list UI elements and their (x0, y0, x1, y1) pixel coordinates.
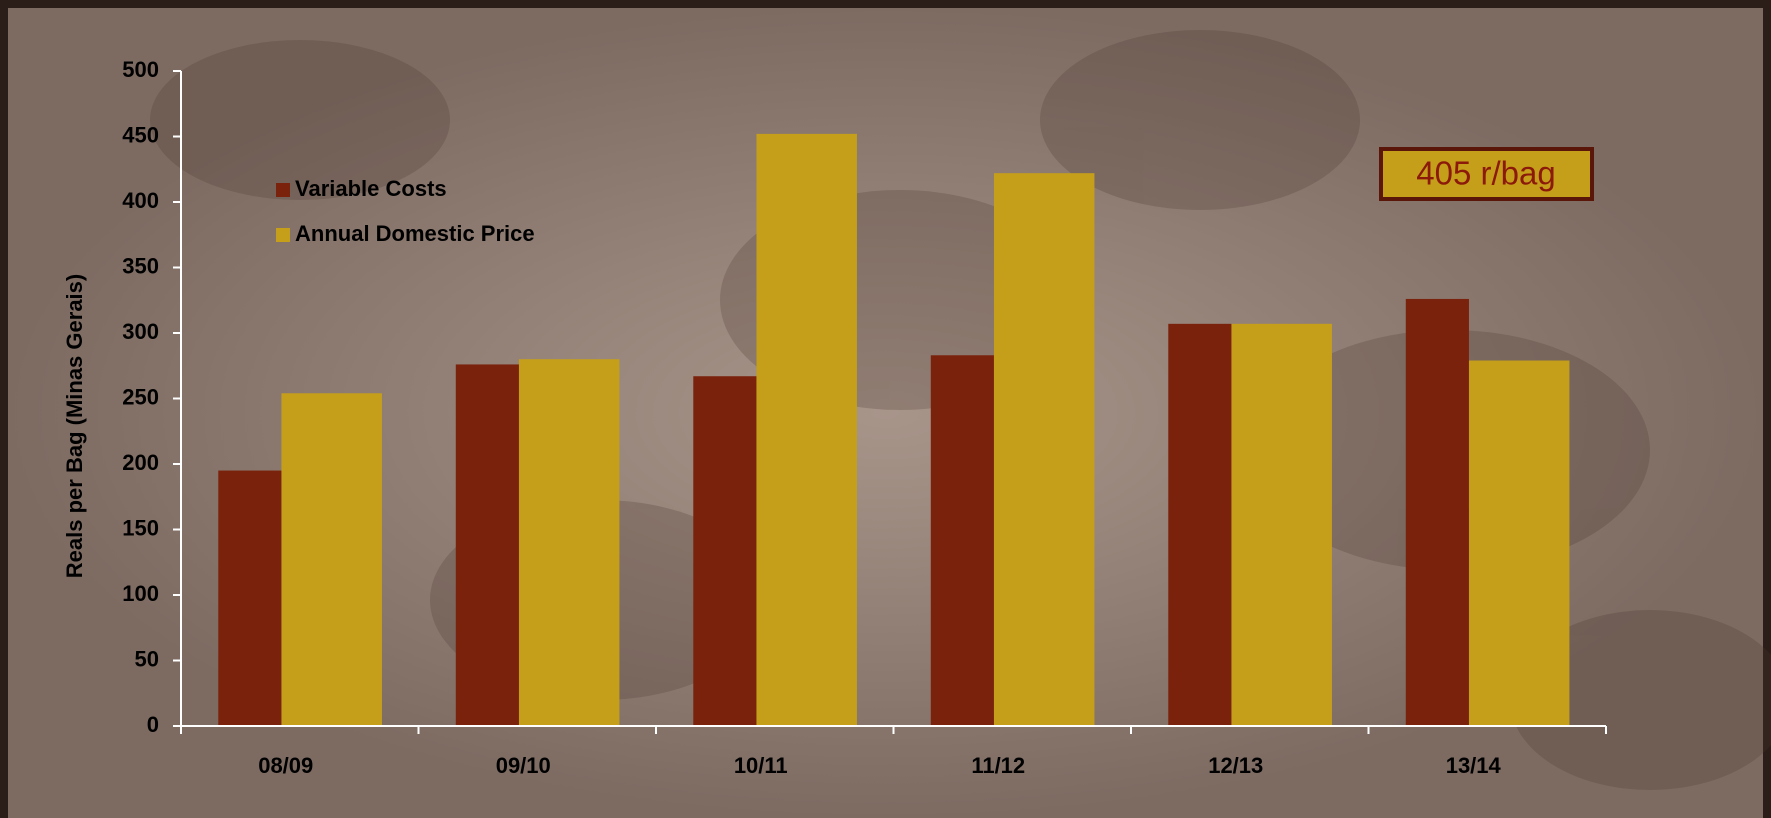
y-tick-label: 50 (135, 646, 159, 671)
bar (1168, 323, 1232, 726)
legend-label: Annual Domestic Price (295, 221, 535, 246)
x-tick-label: 10/11 (734, 753, 788, 778)
legend-label: Variable Costs (295, 176, 447, 201)
annotation-box (1379, 147, 1594, 201)
legend-swatch (276, 228, 290, 242)
bar (756, 133, 857, 726)
annotation: 405 r/bag (1416, 155, 1555, 192)
y-axis-label: Reals per Bag (Minas Gerais) (62, 274, 87, 578)
y-tick-label: 100 (122, 581, 159, 606)
bar (218, 470, 282, 726)
x-tick-label: 09/10 (496, 753, 551, 778)
bar (518, 359, 620, 726)
bar (693, 376, 757, 726)
bar (281, 393, 382, 726)
legend-swatch (276, 183, 290, 197)
y-tick-label: 0 (147, 712, 159, 737)
y-tick-label: 150 (122, 515, 159, 540)
y-tick-label: 450 (122, 122, 159, 147)
y-tick-label: 350 (122, 253, 159, 278)
bar (993, 173, 1095, 726)
bar (930, 355, 994, 726)
y-tick-label: 300 (122, 319, 159, 344)
bar (455, 364, 519, 726)
y-tick-label: 400 (122, 188, 159, 213)
y-tick-label: 200 (122, 450, 159, 475)
bar (1231, 323, 1332, 726)
bar (1468, 360, 1570, 726)
bar (1405, 298, 1469, 726)
x-tick-label: 08/09 (258, 753, 313, 778)
y-tick-label: 500 (122, 57, 159, 82)
x-tick-label: 13/14 (1446, 753, 1502, 778)
x-tick-label: 12/13 (1208, 753, 1263, 778)
y-tick-label: 250 (122, 384, 159, 409)
x-tick-label: 11/12 (971, 753, 1025, 778)
